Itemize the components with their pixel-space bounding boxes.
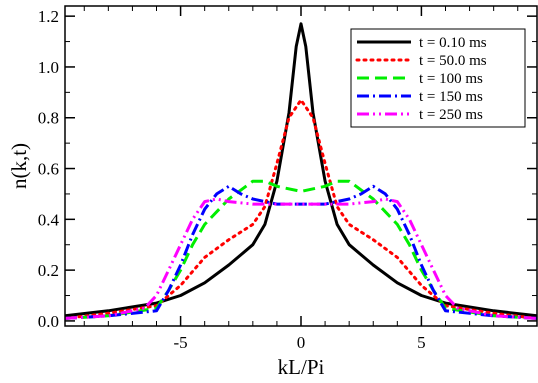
legend-label-3: t = 100 ms xyxy=(419,71,483,87)
x-tick-label: -5 xyxy=(174,333,188,352)
series-line-4 xyxy=(65,186,537,318)
x-axis-label: kL/Pi xyxy=(278,355,325,379)
y-tick-label: 0.8 xyxy=(38,109,59,128)
series-line-2 xyxy=(65,100,537,318)
series-line-5 xyxy=(65,199,537,318)
legend-label-2: t = 50.0 ms xyxy=(419,53,487,69)
y-tick-label: 0.4 xyxy=(38,210,60,229)
x-tick-label: 0 xyxy=(297,333,306,352)
legend-label-1: t = 0.10 ms xyxy=(419,35,487,51)
y-tick-label: 0.2 xyxy=(38,261,59,280)
y-tick-label: 1.0 xyxy=(38,58,59,77)
legend-label-4: t = 150 ms xyxy=(419,89,483,105)
y-tick-label: 0.0 xyxy=(38,312,59,331)
y-axis-label: n(k,t) xyxy=(7,143,31,189)
y-tick-label: 0.6 xyxy=(38,160,59,179)
legend: t = 0.10 ms t = 50.0 ms t = 100 ms t = 150 … xyxy=(351,29,525,127)
legend-label-5: t = 250 ms xyxy=(419,107,483,123)
y-tick-label: 1.2 xyxy=(38,7,59,26)
series-line-3 xyxy=(65,181,537,318)
x-tick-label: 5 xyxy=(417,333,426,352)
